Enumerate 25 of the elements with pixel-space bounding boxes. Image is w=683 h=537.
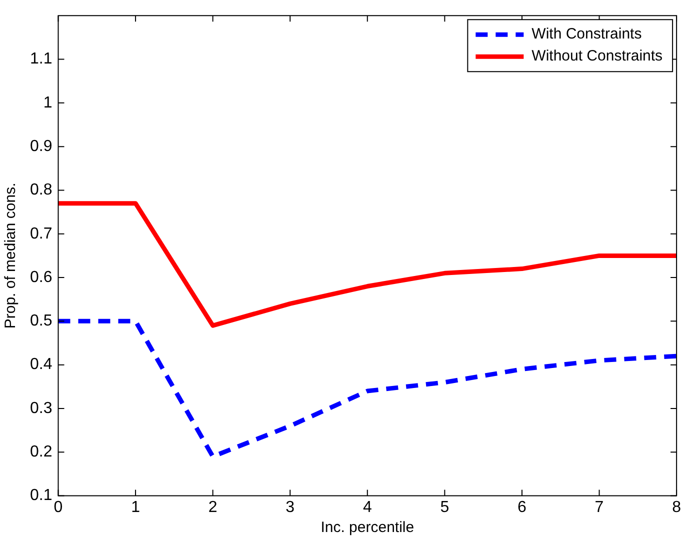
- y-tick-label: 0.8: [30, 182, 52, 199]
- y-axis-title: Prop. of median cons.: [2, 182, 20, 329]
- x-tick-label: 6: [518, 498, 527, 516]
- x-tick-label: 5: [440, 498, 450, 516]
- x-tick-label: 0: [54, 498, 63, 516]
- x-tick-label: 7: [594, 498, 604, 516]
- x-tick-label: 8: [672, 498, 682, 516]
- y-tick-label: 0.9: [30, 138, 52, 155]
- y-tick-label: 0.4: [30, 356, 52, 374]
- y-tick-label: 0.5: [30, 312, 52, 330]
- y-tick-label: 0.2: [30, 444, 52, 461]
- y-tick-label: 1.1: [30, 50, 52, 68]
- legend-label: With Constraints: [532, 26, 642, 43]
- x-tick-label: 3: [286, 498, 295, 516]
- y-tick-label: 0.7: [30, 225, 52, 242]
- y-tick-label: 0.3: [30, 400, 52, 417]
- y-tick-label: 0.1: [30, 487, 52, 504]
- y-tick-label: 0.6: [30, 268, 52, 286]
- x-tick-label: 1: [131, 498, 140, 516]
- legend-label: Without Constraints: [532, 48, 663, 65]
- line-series: [58, 318, 677, 459]
- x-axis-title: Inc. percentile: [320, 519, 414, 536]
- x-tick-label: 2: [208, 498, 218, 516]
- x-tick-label: 4: [362, 498, 372, 516]
- y-tick-label: 1: [43, 94, 52, 112]
